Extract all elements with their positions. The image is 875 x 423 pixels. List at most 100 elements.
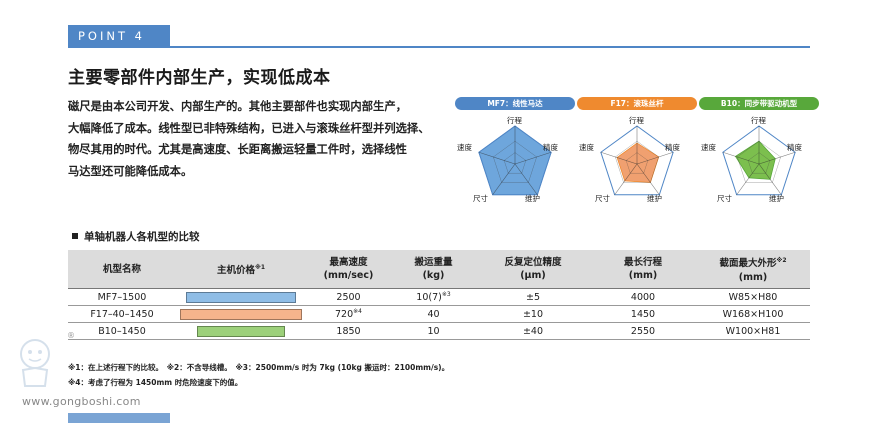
cell-speed: 2500 <box>306 288 391 306</box>
comparison-table: 机型名称 主机价格※1 最高速度 (mm/sec) 搬运重量 (kg) 反复定位精度… <box>68 250 810 340</box>
axis-label-accuracy: 精度 <box>665 143 680 152</box>
radar-spoke <box>736 163 760 195</box>
radar-area <box>734 140 776 180</box>
radar-title: MF7：线性马达 <box>455 97 575 110</box>
cell-stroke: 4000 <box>590 288 696 306</box>
registered-mark: ® <box>67 331 75 340</box>
radar-spoke <box>478 151 516 165</box>
page-headline: 主要零部件内部生产，实现低成本 <box>68 68 331 88</box>
cell-payload: 10 <box>391 322 476 340</box>
watermark-url: www.gongboshi.com <box>22 395 141 408</box>
cell-stroke: 1450 <box>590 305 696 323</box>
axis-label-maintenance: 维护 <box>647 194 662 203</box>
cell-price <box>176 322 306 340</box>
cell-section: W168×H100 <box>696 305 810 323</box>
footnote: ※1：在上述行程下的比较。 ※2：不含导线槽。 ※3：2500mm/s 时为 7… <box>68 363 450 372</box>
cell-section: W100×H81 <box>696 322 810 340</box>
radar-spoke <box>514 151 552 165</box>
radar-ring <box>625 152 649 174</box>
axis-label-accuracy: 精度 <box>787 143 802 152</box>
cell-speed: 720※4 <box>306 305 391 323</box>
cell-section: W85×H80 <box>696 288 810 306</box>
cell-model: F17–40–1450 <box>68 305 176 323</box>
footnotes: ※1：在上述行程下的比较。 ※2：不含导线槽。 ※3：2500mm/s 时为 7… <box>68 360 449 390</box>
radar-plot <box>600 125 674 196</box>
point-tab: POINT 4 <box>68 25 170 47</box>
header-model: 机型名称 <box>68 250 176 289</box>
cell-payload: 40 <box>391 305 476 323</box>
radar-spoke <box>492 163 516 195</box>
footnote: ※4：考虑了行程为 1450mm 时危险速度下的值。 <box>68 378 243 387</box>
cell-accuracy: ±5 <box>476 288 590 306</box>
radar-plot <box>478 125 552 196</box>
mascot-watermark-icon <box>20 339 50 387</box>
axis-label-stroke: 行程 <box>507 116 522 125</box>
comparison-title: 单轴机器人各机型的比较 <box>72 229 200 244</box>
radar-spoke <box>758 163 782 195</box>
axis-label-size: 尺寸 <box>717 194 732 203</box>
table-row: F17–40–1450 720※4 40 ±10 1450 W168×H100 <box>68 305 810 323</box>
cell-model: MF7–1500 <box>68 288 176 306</box>
price-bar <box>186 291 296 303</box>
header-payload: 搬运重量 (kg) <box>391 250 476 289</box>
radar-title: B10：同步带驱动机型 <box>699 97 819 110</box>
radar-ring <box>747 152 771 174</box>
axis-label-stroke: 行程 <box>751 116 766 125</box>
axis-label-size: 尺寸 <box>473 194 488 203</box>
radar-spoke <box>614 163 638 195</box>
body-paragraph: 磁尺是由本公司开发、内部生产的。其他主要部件也实现内部生产， 大幅降低了成本。线… <box>68 96 446 182</box>
square-bullet-icon <box>72 233 78 239</box>
axis-label-maintenance: 维护 <box>525 194 540 203</box>
table-row: B10–1450 1850 10 ±40 2550 W100×H81 <box>68 322 810 340</box>
axis-label-speed: 速度 <box>701 143 716 152</box>
radar-ring <box>737 140 781 183</box>
cell-speed: 1850 <box>306 322 391 340</box>
cell-payload: 10(7)※3 <box>391 288 476 306</box>
radar-spoke <box>514 163 538 195</box>
body-line: 物尽其用的时代。尤其是高速度、长距离搬运轻量工件时，选择线性 <box>68 143 407 156</box>
table-header-row: 机型名称 主机价格※1 最高速度 (mm/sec) 搬运重量 (kg) 反复定位精度… <box>68 250 810 289</box>
comparison-title-text: 单轴机器人各机型的比较 <box>84 231 200 243</box>
axis-label-speed: 速度 <box>457 143 472 152</box>
radar-plot <box>722 125 796 196</box>
radar-spoke <box>636 151 674 165</box>
point-divider <box>68 46 810 48</box>
body-line: 马达型还可能降低成本。 <box>68 164 193 178</box>
header-max-stroke: 最长行程 (mm) <box>590 250 696 289</box>
radar-chart-b10: B10：同步带驱动机型 行程 精度 维护 尺寸 速度 <box>699 97 819 212</box>
radar-ring <box>615 140 659 183</box>
radar-spoke <box>600 151 638 165</box>
cell-model: B10–1450 <box>68 322 176 340</box>
radar-ring <box>478 125 552 196</box>
table-row: MF7–1500 2500 10(7)※3 ±5 4000 W85×H80 <box>68 288 810 306</box>
next-point-tab <box>68 413 170 423</box>
cell-price <box>176 288 306 306</box>
header-max-speed: 最高速度 (mm/sec) <box>306 250 391 289</box>
header-cross-section: 截面最大外形※2 (mm) <box>696 250 810 289</box>
price-bar <box>197 325 285 337</box>
axis-label-maintenance: 维护 <box>769 194 784 203</box>
price-bar <box>180 308 302 320</box>
radar-spoke <box>722 151 760 165</box>
radar-chart-mf7: MF7：线性马达 行程 精度 维护 尺寸 速度 <box>455 97 575 212</box>
radar-title: F17：滚珠丝杆 <box>577 97 697 110</box>
cell-accuracy: ±40 <box>476 322 590 340</box>
axis-label-stroke: 行程 <box>629 116 644 125</box>
cell-stroke: 2550 <box>590 322 696 340</box>
axis-label-speed: 速度 <box>579 143 594 152</box>
body-line: 磁尺是由本公司开发、内部生产的。其他主要部件也实现内部生产， <box>68 100 407 113</box>
cell-accuracy: ±10 <box>476 305 590 323</box>
radar-ring <box>722 125 796 196</box>
radar-ring <box>503 152 527 174</box>
radar-spoke <box>636 163 660 195</box>
header-repeatability: 反复定位精度 (μm) <box>476 250 590 289</box>
header-price: 主机价格※1 <box>176 250 306 289</box>
radar-ring <box>493 140 537 183</box>
cell-price <box>176 305 306 323</box>
radar-spoke <box>758 151 796 165</box>
radar-area <box>616 142 660 183</box>
radar-ring <box>600 125 674 196</box>
axis-label-accuracy: 精度 <box>543 143 558 152</box>
radar-chart-f17: F17：滚珠丝杆 行程 精度 维护 尺寸 速度 <box>577 97 697 212</box>
axis-label-size: 尺寸 <box>595 194 610 203</box>
